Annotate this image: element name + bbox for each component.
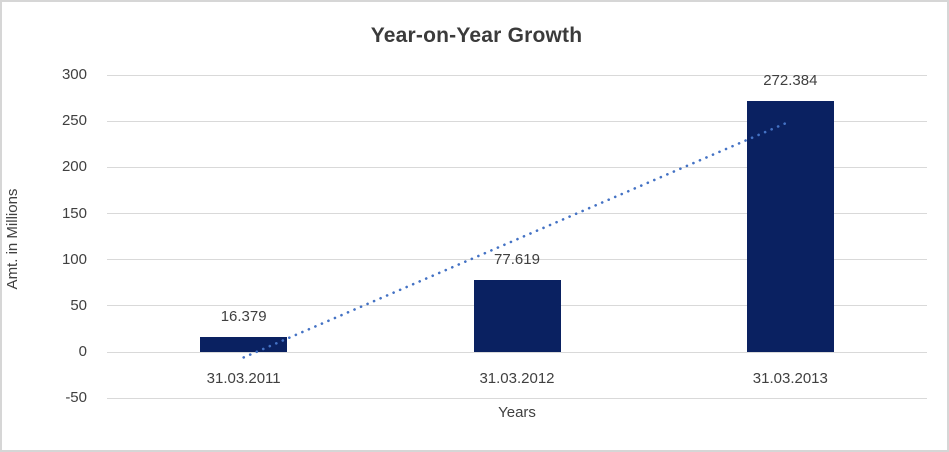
y-tick-label: -50: [65, 389, 87, 407]
bar: [746, 100, 834, 352]
y-tick-label: 150: [61, 204, 87, 222]
bar-value-label: 77.619: [494, 251, 540, 269]
x-tick-label: 31.03.2011: [206, 370, 281, 387]
y-tick-label: 0: [78, 343, 87, 360]
chart-title: Year-on-Year Growth: [370, 24, 583, 47]
gridline: [107, 397, 927, 399]
y-tick-label: 100: [61, 250, 87, 268]
bar-value-label: 16.379: [220, 307, 267, 325]
bar: [200, 336, 288, 352]
y-tick-label: 200: [61, 158, 87, 176]
x-axis-title: Years: [498, 404, 536, 421]
bar: [473, 280, 561, 352]
y-axis-title: Amt. in Millions: [4, 188, 21, 290]
x-tick-label: 31.03.2012: [479, 370, 555, 387]
y-tick-label: 50: [70, 296, 87, 314]
x-tick-label: 31.03.2013: [752, 370, 828, 387]
y-tick-label: 250: [61, 112, 87, 130]
bar-value-label: 272.384: [763, 71, 818, 89]
gridline: [107, 74, 927, 76]
y-tick-label: 300: [61, 66, 87, 84]
